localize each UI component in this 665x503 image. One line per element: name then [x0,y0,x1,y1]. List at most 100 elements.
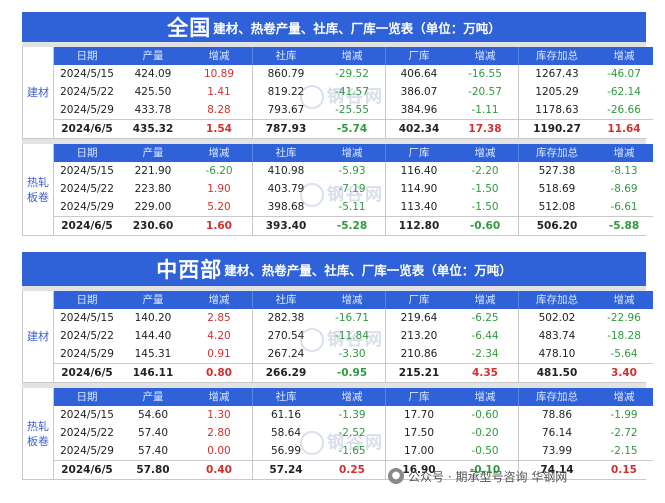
table-cell: 2024/5/29 [60,104,114,116]
table-cell: 145.31 [134,348,172,360]
table-cell: 2024/5/22 [60,86,114,98]
table-cell: -2.52 [338,427,366,439]
table-cell: 17.70 [385,406,452,424]
table-row: 2024/5/22 223.80 1.90 403.79 -7.19 114.90 -1.5… [54,180,653,198]
table-cell: 54.60 [137,409,169,421]
table-cell: 1.30 [207,409,231,421]
column-header: 日期 [76,294,98,306]
table-cell: 57.40 [137,445,169,457]
table-cell: 116.40 [385,162,452,180]
data-block: 热轧板卷 日期 产量 增减 社库 增减 厂库 增减 库存加总 增减 2024/5/15 221.90 -… [22,144,653,236]
table-row: 2024/5/15 140.20 2.85 282.38 -16.71 219.64 -6.… [54,309,653,327]
data-block: 建材 日期 产量 增减 社库 增减 厂库 增减 库存加总 增减 2024/5/15 140.20 2.8… [22,291,653,383]
table-cell: 78.86 [518,406,595,424]
table-row: 2024/5/15 221.90 -6.20 410.98 -5.93 116.40 -2.… [54,162,653,180]
table-cell: -20.57 [468,86,502,98]
block-label: 建材 [23,291,54,382]
table-cell: 56.99 [252,442,319,460]
column-header: 日期 [76,50,98,62]
table-cell: 114.90 [385,180,452,198]
table-cell: -6.20 [205,165,233,177]
column-header: 增减 [474,294,496,306]
section-title: 中西部 建材、热卷产量、社库、厂库一览表（单位：万吨） [22,252,646,286]
column-header: 产量 [142,294,164,306]
table-cell: -7.19 [338,183,366,195]
table-cell: 282.38 [252,309,319,327]
table-cell: 112.80 [385,217,452,235]
table-cell: 2024/5/22 [60,183,114,195]
data-block: 热轧板卷 日期 产量 增减 社库 增减 厂库 增减 库存加总 增减 2024/5/15 54.60 1.… [22,388,653,480]
table-cell: 819.22 [252,83,319,101]
table-cell: 384.96 [385,101,452,119]
block-separator [22,383,646,388]
table-cell: 4.35 [472,367,498,379]
table-cell: 3.40 [611,367,637,379]
table-cell: -6.44 [471,330,499,342]
block-label: 建材 [23,47,54,138]
column-header: 增减 [474,391,496,403]
table-cell: 57.24 [252,461,319,479]
table-cell: 481.50 [518,364,595,382]
table-cell: 1.60 [206,220,232,232]
table-cell: 17.00 [385,442,452,460]
table-cell: 73.99 [518,442,595,460]
table-cell: 223.80 [134,183,172,195]
table-cell: 787.93 [252,120,319,138]
data-table: 日期 产量 增减 社库 增减 厂库 增减 库存加总 增减 2024/5/15 140.20 2.85 2… [54,291,653,382]
table-cell: -46.07 [607,68,641,80]
table-cell: 10.89 [203,68,235,80]
table-cell: 1205.29 [518,83,595,101]
table-cell: -16.55 [468,68,502,80]
column-header: 产量 [142,50,164,62]
table-header-row: 日期 产量 增减 社库 增减 厂库 增减 库存加总 增减 [54,144,653,162]
column-header: 增减 [474,147,496,159]
table-cell: -16.71 [335,312,369,324]
table-cell: 113.40 [385,198,452,216]
table-cell: 215.21 [385,364,452,382]
table-cell: 266.29 [252,364,319,382]
column-header: 增减 [208,391,230,403]
table-cell: 410.98 [252,162,319,180]
section-central-west: 中西部 建材、热卷产量、社库、厂库一览表（单位：万吨） 建材 日期 产量 增减 社库 增减… [22,252,653,480]
table-cell: -5.74 [336,123,368,135]
table-cell: 527.38 [518,162,595,180]
table-cell: 483.74 [518,327,595,345]
column-header: 厂库 [385,291,452,309]
table-row: 2024/5/22 57.40 2.80 58.64 -2.52 17.50 -0.20 76… [54,424,653,442]
table-cell: 2024/5/15 [60,312,114,324]
table-cell: -5.88 [608,220,640,232]
table-cell: 406.64 [385,65,452,83]
table-cell: 425.50 [134,86,172,98]
table-cell: 17.50 [385,424,452,442]
block-label: 热轧板卷 [23,388,54,479]
data-table: 日期 产量 增减 社库 增减 厂库 增减 库存加总 增减 2024/5/15 424.09 10.89… [54,47,653,138]
table-header-row: 日期 产量 增减 社库 增减 厂库 增减 库存加总 增减 [54,388,653,406]
table-cell: -2.15 [610,445,638,457]
table-row-latest: 2024/6/5 435.32 1.54 787.93 -5.74 402.34 17.38… [54,119,653,138]
column-header: 社库 [252,291,319,309]
table-cell: 1.90 [207,183,231,195]
table-row: 2024/5/29 433.78 8.28 793.67 -25.55 384.96 -1.… [54,101,653,119]
table-cell: -18.28 [607,330,641,342]
column-header: 增减 [208,294,230,306]
table-cell: 2024/5/15 [60,165,114,177]
table-row-latest: 2024/6/5 230.60 1.60 393.40 -5.28 112.80 -0.60… [54,216,653,235]
table-cell: 0.15 [611,464,637,476]
wechat-icon: ● [388,468,404,484]
table-cell: 424.09 [134,68,172,80]
table-cell: 1178.63 [518,101,595,119]
table-cell: -8.13 [610,165,638,177]
table-row: 2024/5/15 54.60 1.30 61.16 -1.39 17.70 -0.60 78… [54,406,653,424]
table-cell: 17.38 [468,123,502,135]
table-cell: -5.11 [338,201,366,213]
column-header: 社库 [252,388,319,406]
table-cell: -5.28 [336,220,368,232]
table-row: 2024/5/22 144.40 4.20 270.54 -11.84 213.20 -6.… [54,327,653,345]
table-cell: 2024/5/15 [60,409,114,421]
column-header: 增减 [613,50,635,62]
table-row: 2024/5/29 229.00 5.20 398.68 -5.11 113.40 -1.5… [54,198,653,216]
table-cell: 386.07 [385,83,452,101]
column-header: 库存加总 [518,388,595,406]
table-cell: 229.00 [134,201,172,213]
column-header: 产量 [142,147,164,159]
